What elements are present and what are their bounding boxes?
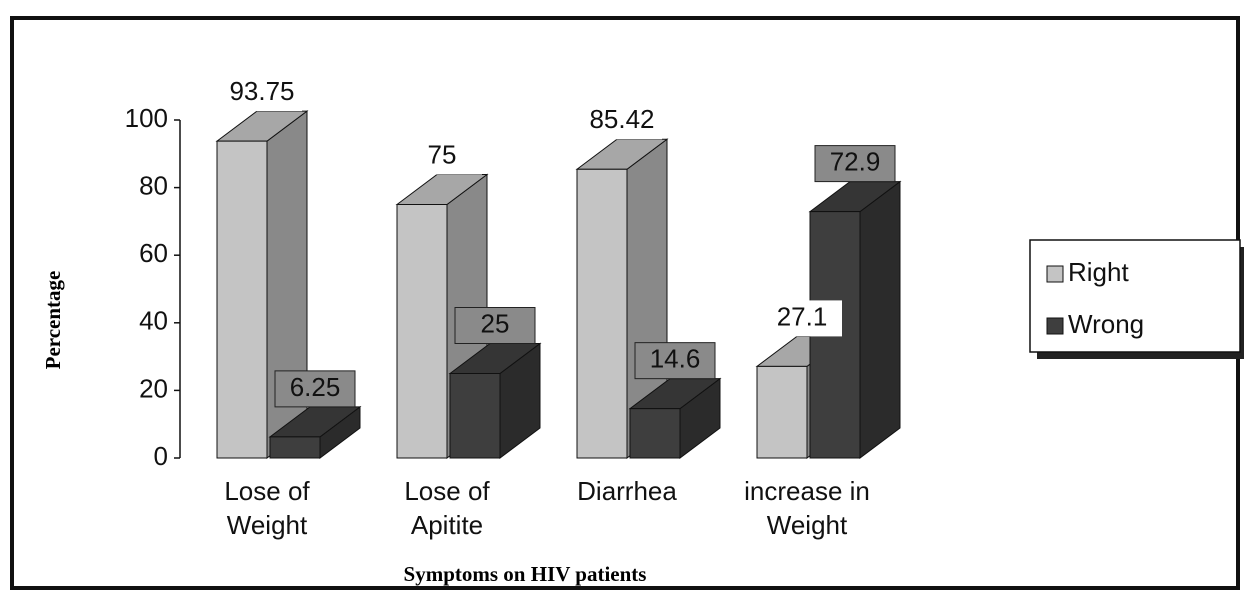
bar <box>756 365 808 459</box>
bar <box>396 204 448 459</box>
data-label: 6.25 <box>290 372 341 402</box>
x-tick-label: Diarrhea <box>577 476 677 506</box>
bar <box>629 408 681 459</box>
bar <box>269 436 321 459</box>
data-label: 27.1 <box>777 301 828 331</box>
y-tick-label: 60 <box>139 238 168 268</box>
y-tick-label: 80 <box>139 170 168 200</box>
data-label-box <box>634 342 716 380</box>
bar-side <box>859 180 901 459</box>
legend <box>1029 239 1241 353</box>
data-label: 25 <box>481 308 510 338</box>
legend-label: Wrong <box>1068 309 1144 339</box>
x-tick-label: Lose of Weight <box>224 476 310 540</box>
x-tick-label: increase in Weight <box>744 476 870 540</box>
legend-swatch <box>1046 265 1064 283</box>
y-tick-label: 100 <box>125 103 168 133</box>
data-label: 75 <box>428 139 457 169</box>
data-label: 93.75 <box>229 76 294 106</box>
bar <box>576 168 628 459</box>
legend-swatch <box>1046 317 1064 335</box>
x-tick-label: Lose of Apitite <box>404 476 490 540</box>
data-label-box <box>402 138 482 175</box>
x-axis-title: Symptoms on HIV patients <box>404 562 647 586</box>
y-axis-title: Percentage <box>41 271 65 370</box>
data-label-box <box>274 370 356 408</box>
data-label: 72.9 <box>830 146 881 176</box>
data-label-box <box>814 145 896 183</box>
data-label: 85.42 <box>589 104 654 134</box>
y-tick-label: 0 <box>154 441 168 471</box>
data-label-box <box>454 307 536 344</box>
bar <box>216 140 268 459</box>
bar <box>449 373 501 459</box>
y-tick-label: 20 <box>139 373 168 403</box>
data-label-box <box>222 75 302 112</box>
legend-label: Right <box>1068 257 1129 287</box>
data-label: 14.6 <box>650 344 701 374</box>
data-label-box <box>582 103 662 140</box>
y-tick-label: 40 <box>139 306 168 336</box>
data-label-box <box>762 300 842 337</box>
